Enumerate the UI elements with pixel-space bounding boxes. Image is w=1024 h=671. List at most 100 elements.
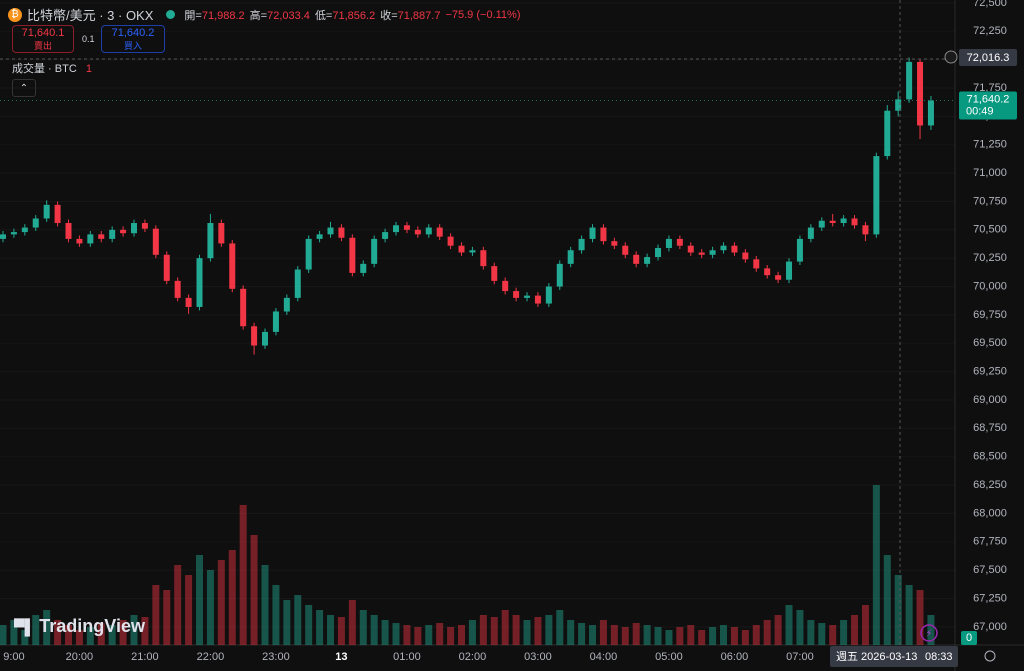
candle-body xyxy=(436,227,443,237)
volume-bar xyxy=(54,620,62,645)
candle-body xyxy=(283,297,290,312)
y-tick-label: 68,000 xyxy=(973,507,1007,519)
volume-bar xyxy=(425,625,433,645)
crosshair-price: 72,016.3 xyxy=(967,52,1010,64)
y-tick-label: 67,500 xyxy=(973,564,1007,576)
candle-body xyxy=(873,156,880,235)
volume-bar xyxy=(86,627,94,645)
candle-body xyxy=(294,269,301,298)
volume-bar xyxy=(818,623,826,645)
candle-body xyxy=(393,225,400,233)
volume-bar xyxy=(65,625,73,645)
volume-value-box xyxy=(961,631,977,645)
volume-bar xyxy=(174,565,182,645)
candle-body xyxy=(589,227,596,239)
volume-bar xyxy=(152,585,160,645)
volume-bar xyxy=(196,555,204,645)
x-tick-label: 23:00 xyxy=(262,651,290,663)
volume-bar xyxy=(632,623,640,645)
volume-bar xyxy=(556,610,564,645)
candle-body xyxy=(687,245,694,253)
volume-bar xyxy=(861,605,869,645)
candle-body xyxy=(65,223,72,239)
crosshair-price-box xyxy=(959,49,1017,66)
market-status[interactable] xyxy=(166,10,176,19)
candle-body xyxy=(76,238,83,244)
volume-bar xyxy=(665,630,673,645)
candle-body xyxy=(207,223,214,259)
candle-body xyxy=(54,204,61,224)
last-price: 71,640.2 xyxy=(967,93,1010,105)
y-tick-label: 68,500 xyxy=(973,451,1007,463)
change: −75.9 (−0.11%) xyxy=(445,8,521,21)
volume-bar xyxy=(916,590,924,645)
candle-body xyxy=(240,288,247,327)
logo-text: TradingView xyxy=(39,616,145,636)
sell-label: 賣出 xyxy=(33,41,52,51)
volume-bar xyxy=(512,615,520,645)
y-tick-label: 71,750 xyxy=(973,82,1007,94)
sell-button[interactable]: 71,640.1 賣出 xyxy=(12,25,74,53)
volume-bar xyxy=(228,550,236,645)
volume-bar xyxy=(567,620,575,645)
candle-body xyxy=(32,218,39,228)
volume-bar xyxy=(32,615,40,645)
candle-body xyxy=(829,220,836,224)
volume-bar xyxy=(807,620,815,645)
candle-body xyxy=(491,266,498,281)
y-tick-label: 68,750 xyxy=(973,422,1007,434)
x-tick-label: 03:00 xyxy=(524,651,552,663)
candle-body xyxy=(469,250,476,253)
candle-body xyxy=(513,291,520,298)
logo[interactable]: ▀▌ TradingView xyxy=(14,616,145,636)
x-tick-label: 05:00 xyxy=(655,651,683,663)
candle-body xyxy=(906,61,913,100)
volume-bar xyxy=(10,620,18,645)
candle-body xyxy=(21,227,28,233)
symbol[interactable]: 比特幣/美元 · 3 · OKX xyxy=(27,8,154,23)
volume-bar xyxy=(97,623,105,645)
candle-body xyxy=(229,243,236,289)
candle-body xyxy=(502,280,509,292)
candle-body xyxy=(600,227,607,242)
bitcoin-icon: ₿ xyxy=(8,7,22,22)
volume-bar xyxy=(599,620,607,645)
volume-bar xyxy=(796,610,804,645)
candle-body xyxy=(698,252,705,255)
candle-body xyxy=(775,275,782,280)
y-tick-label: 71,250 xyxy=(973,139,1007,151)
y-tick-label: 69,500 xyxy=(973,337,1007,349)
volume-bar xyxy=(872,485,880,645)
candle-body xyxy=(371,238,378,264)
y-tick-label: 69,250 xyxy=(973,366,1007,378)
volume-bar xyxy=(621,627,629,645)
candle-body xyxy=(851,218,858,226)
settings-button[interactable] xyxy=(984,650,996,662)
candle-body xyxy=(622,245,629,255)
volume-bar xyxy=(709,627,717,645)
candle-body xyxy=(414,229,421,235)
volume-bar xyxy=(610,625,618,645)
ohlc-value: 71,988.2 xyxy=(201,9,245,22)
spread: 0.1 xyxy=(82,34,95,44)
volume-bar xyxy=(0,625,7,645)
last-price-box xyxy=(959,91,1017,120)
volume-bar xyxy=(774,615,782,645)
buy-button[interactable]: 71,640.2 買入 xyxy=(101,25,165,53)
volume-bar xyxy=(730,627,738,645)
y-tick-label: 68,250 xyxy=(973,479,1007,491)
candle-body xyxy=(360,263,367,273)
candle-body xyxy=(425,227,432,235)
volume-bar xyxy=(141,617,149,645)
volume-bar xyxy=(687,625,695,645)
candle-body xyxy=(316,234,323,239)
candle-body xyxy=(251,326,258,346)
countdown: 00:49 xyxy=(966,105,994,117)
candle-body xyxy=(884,110,891,157)
volume-value: 0 xyxy=(966,632,972,644)
collapse-button[interactable]: ⌃ xyxy=(12,79,36,97)
candle-body xyxy=(611,241,618,246)
candle-body xyxy=(720,245,727,251)
volume-bar xyxy=(534,617,542,645)
volume-bar xyxy=(545,615,553,645)
